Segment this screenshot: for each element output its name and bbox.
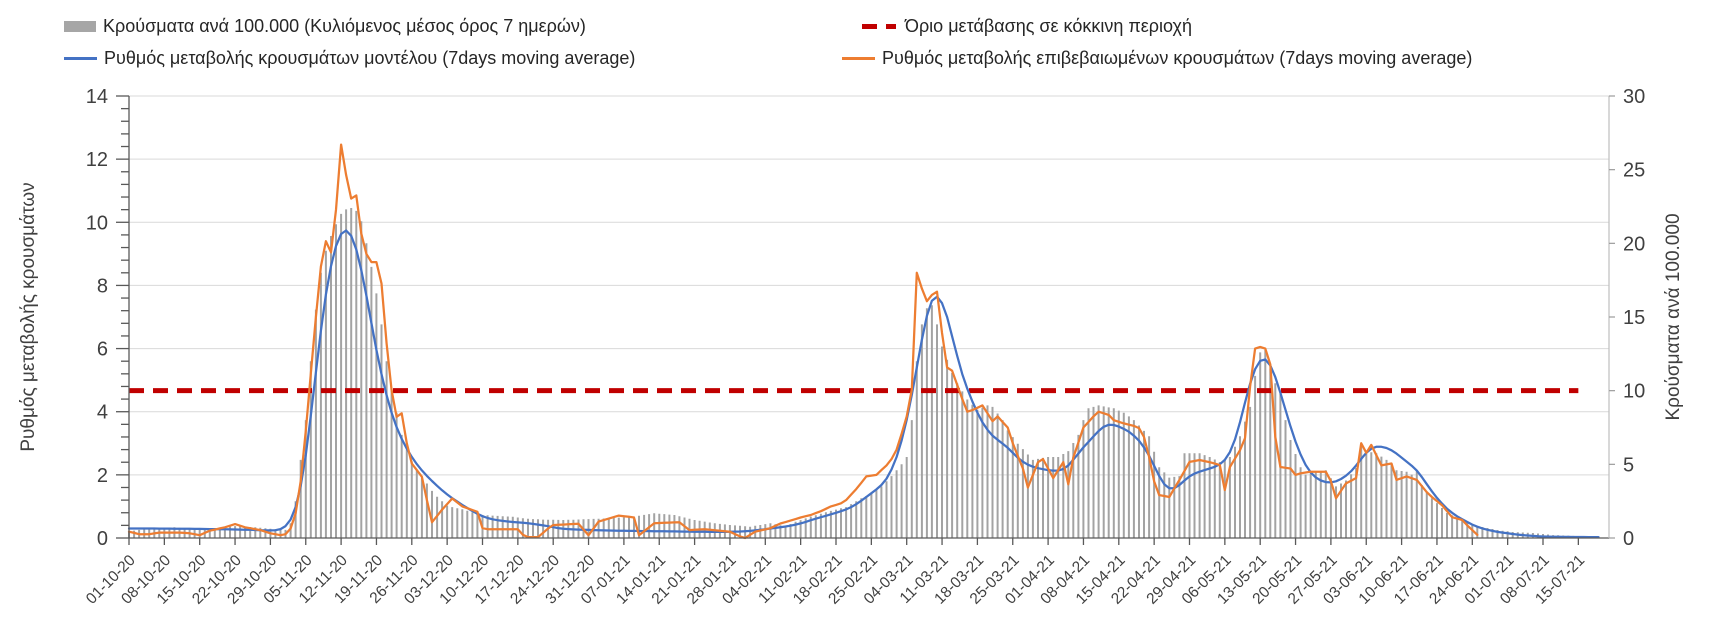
model-line-legend-swatch-icon: [64, 56, 97, 60]
svg-text:6: 6: [97, 339, 108, 361]
legend-item-threshold: Όριο μετάβασης σε κόκκινη περιοχή: [862, 15, 1192, 37]
bars-series: [128, 208, 1600, 538]
legend-label-confirmed-rate: Ρυθμός μεταβολής επιβεβαιωμένων κρουσμάτ…: [882, 48, 1473, 68]
right-axis-title: Κρούσματα ανά 100.000: [1663, 213, 1684, 420]
model-rate-line: [127, 229, 1600, 539]
left-axis-tick-labels: 0 2 4 6 8 10 12 14: [86, 86, 108, 550]
svg-text:0: 0: [1623, 528, 1634, 550]
svg-text:5: 5: [1623, 454, 1634, 476]
threshold-legend-swatch-icon: [862, 23, 898, 29]
svg-text:14: 14: [86, 86, 108, 108]
legend-item-model-rate: Ρυθμός μεταβολής κρουσμάτων μοντέλου (7d…: [64, 47, 635, 69]
bars-legend-swatch-icon: [64, 20, 96, 32]
svg-text:10: 10: [86, 212, 108, 234]
svg-text:4: 4: [97, 402, 108, 424]
legend-label-cases-bars: Κρούσματα ανά 100.000 (Κυλιόμενος μέσος …: [103, 16, 586, 36]
svg-text:20: 20: [1623, 233, 1645, 255]
legend-item-cases-bars: Κρούσματα ανά 100.000 (Κυλιόμενος μέσος …: [64, 15, 586, 37]
legend-item-confirmed-rate: Ρυθμός μεταβολής επιβεβαιωμένων κρουσμάτ…: [842, 47, 1472, 69]
left-axis-title: Ρυθμός μεταβολής κρουσμάτων: [18, 182, 39, 451]
svg-text:15: 15: [1623, 307, 1645, 329]
left-axis-ticks: [116, 95, 129, 539]
svg-text:2: 2: [97, 465, 108, 487]
svg-text:0: 0: [97, 528, 108, 550]
svg-text:12: 12: [86, 149, 108, 171]
svg-text:8: 8: [97, 275, 108, 297]
legend-label-model-rate: Ρυθμός μεταβολής κρουσμάτων μοντέλου (7d…: [104, 48, 636, 68]
confirmed-line-legend-swatch-icon: [842, 56, 875, 60]
legend-label-threshold: Όριο μετάβασης σε κόκκινη περιοχή: [905, 16, 1193, 36]
x-axis-tick-labels: 01-10-2008-10-2015-10-2022-10-2029-10-20…: [83, 552, 1588, 608]
svg-text:10: 10: [1623, 381, 1645, 403]
svg-text:25: 25: [1623, 160, 1645, 182]
right-axis-ticks: 0 5 10 15 20 25 30: [1609, 86, 1645, 550]
confirmed-rate-line: [127, 143, 1479, 540]
svg-text:30: 30: [1623, 86, 1645, 108]
x-axis-ticks: [128, 538, 1579, 545]
